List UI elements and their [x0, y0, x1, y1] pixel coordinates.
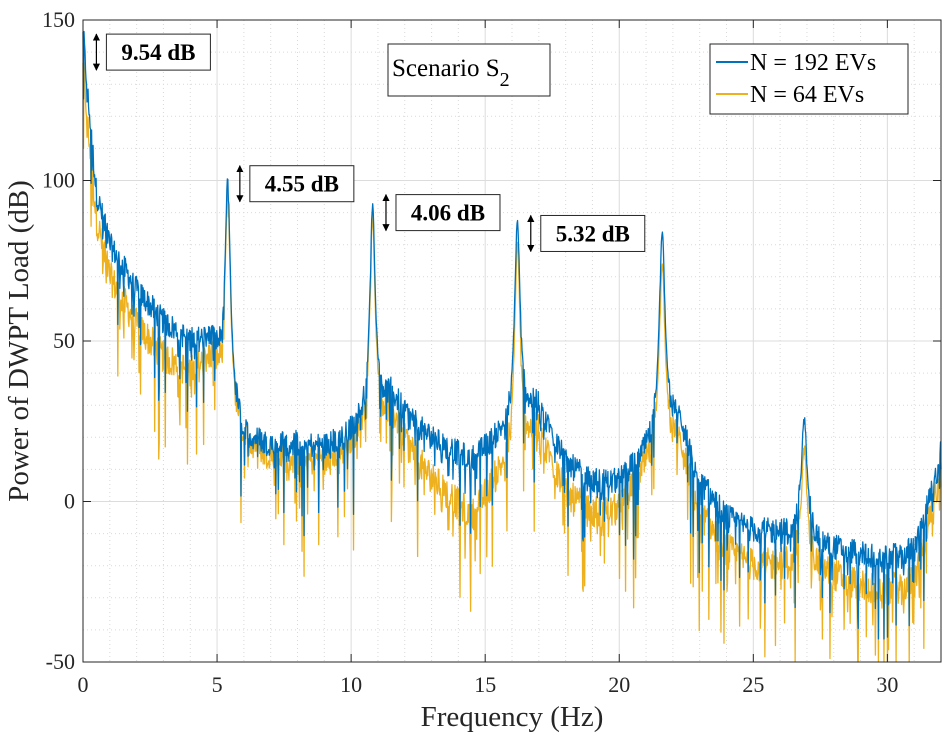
x-tick-label: 15	[474, 672, 496, 697]
x-tick-label: 30	[876, 672, 898, 697]
annotation-label: 4.06 dB	[411, 201, 485, 226]
y-axis-label: Power of DWPT Load (dB)	[3, 180, 35, 502]
x-tick-label: 25	[742, 672, 764, 697]
x-axis-label: Frequency (Hz)	[421, 701, 604, 733]
x-tick-labels: 0 5 10 15 20 25 30	[78, 672, 899, 697]
y-tick-labels: -50 0 50 100 150	[42, 7, 75, 674]
legend-border	[709, 43, 909, 115]
scenario-label-box: Scenario S2	[387, 43, 551, 97]
annotation-label: 5.32 dB	[556, 221, 630, 246]
annotation-box	[105, 33, 211, 71]
y-tick-label: 150	[42, 7, 75, 32]
scenario-label: Scenario S2	[392, 55, 510, 91]
x-tick-label: 5	[212, 672, 223, 697]
annotation-label: 9.54 dB	[121, 40, 195, 65]
series-line-192-evs	[82, 30, 942, 640]
axis-ticks	[82, 19, 941, 663]
series-layer	[82, 30, 942, 663]
legend: N = 192 EVs N = 64 EVs	[709, 43, 909, 115]
annotation-box	[249, 165, 355, 203]
y-tick-label: 100	[42, 168, 75, 193]
x-tick-label: 0	[78, 672, 89, 697]
scenario-label-main: Scenario S	[392, 55, 500, 82]
legend-entry-192: N = 192 EVs	[750, 50, 876, 76]
y-tick-label: 50	[53, 328, 75, 353]
annotation-box	[395, 194, 501, 232]
annotation-label: 4.55 dB	[265, 172, 339, 197]
x-tick-label: 10	[340, 672, 362, 697]
annotation-box	[540, 214, 646, 252]
x-tick-label: 20	[608, 672, 630, 697]
annotations: 9.54 dB 4.55 dB 4.06 dB 5.32 dB	[92, 33, 646, 253]
y-tick-label: 0	[64, 489, 75, 514]
scenario-label-subscript: 2	[500, 69, 510, 91]
legend-entry-64: N = 64 EVs	[750, 82, 864, 108]
y-tick-label: -50	[46, 649, 75, 674]
scenario-label-border	[387, 43, 551, 97]
